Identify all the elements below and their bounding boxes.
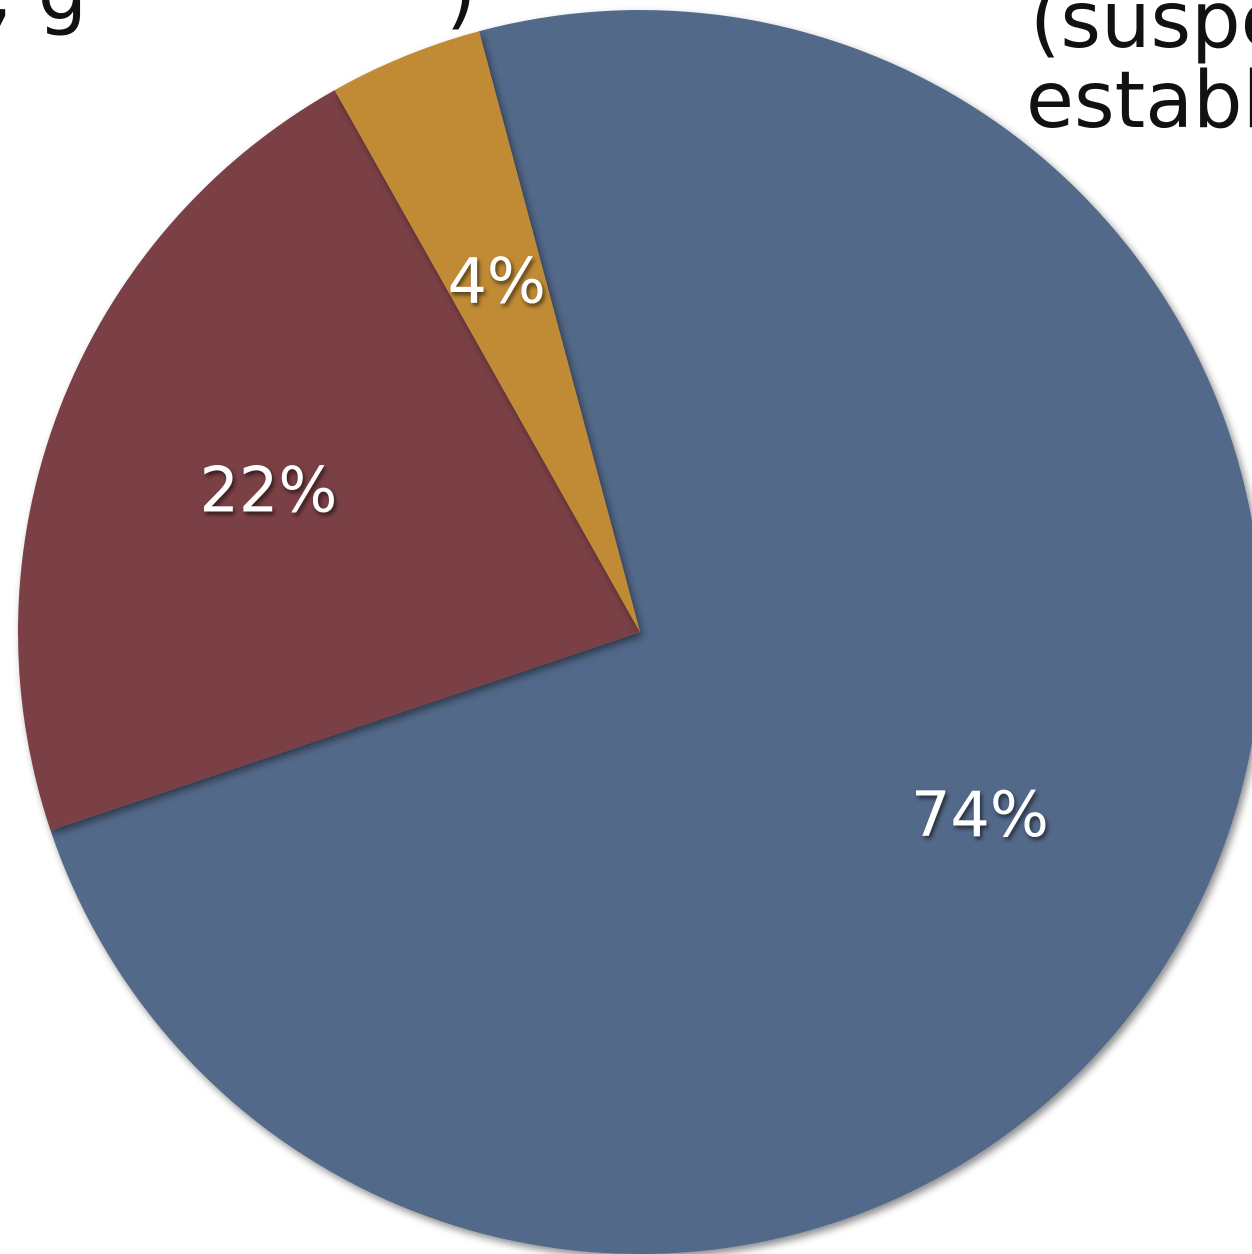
legend-fragment-top-left: , g — [0, 0, 87, 32]
slice-label-4: 4% — [447, 245, 545, 318]
pie-slice-22 — [17, 90, 640, 831]
pie-slice-74 — [50, 10, 1252, 1254]
pie-slice-4 — [334, 31, 640, 632]
slice-label-74: 74% — [911, 778, 1049, 851]
slice-label-22: 22% — [199, 453, 337, 526]
legend-fragment-top-right-2: establi — [1026, 56, 1252, 146]
legend-fragment-top-left-paren: ) — [446, 0, 476, 32]
